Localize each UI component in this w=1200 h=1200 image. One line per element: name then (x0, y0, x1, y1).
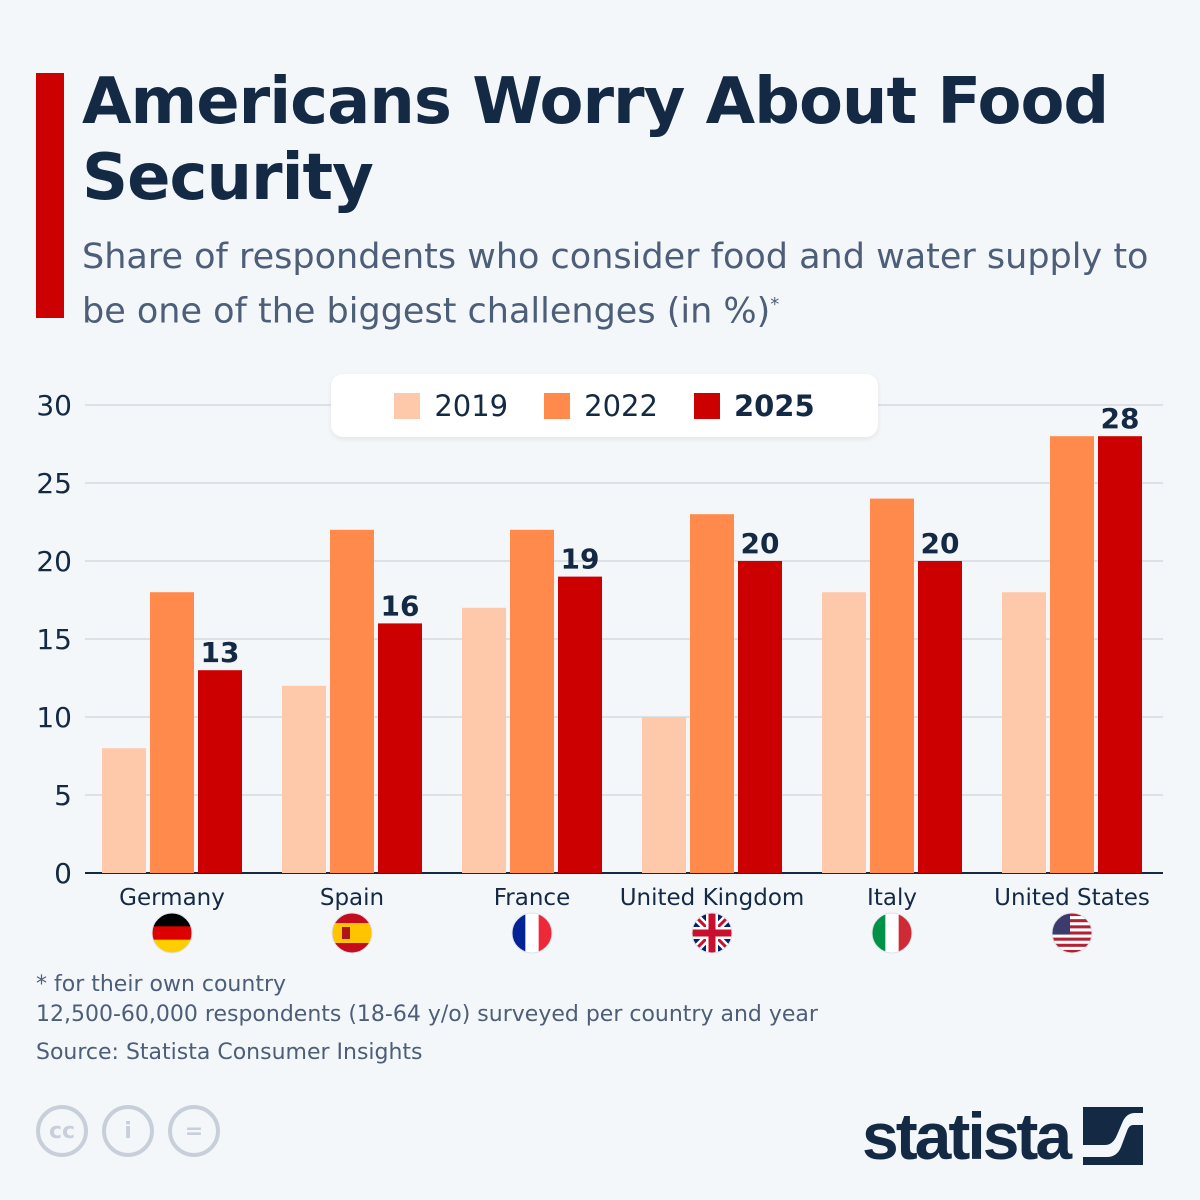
bar-2019 (822, 592, 866, 873)
legend-swatch (394, 392, 421, 419)
data-label: 19 (561, 543, 600, 576)
bar-2022 (150, 592, 194, 873)
bar-2022 (690, 514, 734, 873)
title-accent-bar (36, 73, 64, 318)
footnote-mark: * (770, 294, 780, 315)
bar-2025 (918, 561, 962, 873)
x-tick-label: Spain (320, 885, 384, 911)
y-tick-label: 15 (36, 623, 72, 656)
bar-2022 (1050, 436, 1094, 873)
legend-swatch (544, 392, 571, 419)
germany-flag-icon (152, 913, 192, 953)
data-label: 20 (741, 527, 780, 560)
bar-2019 (282, 685, 326, 873)
data-label: 28 (1101, 402, 1140, 435)
data-label: 13 (201, 636, 240, 669)
y-tick-label: 20 (36, 545, 72, 578)
statista-logo-icon (1083, 1107, 1144, 1165)
bar-2019 (102, 748, 146, 873)
legend-item-2022: 2022 (544, 389, 658, 423)
data-label: 20 (921, 527, 960, 560)
flag-border (1051, 912, 1093, 954)
y-tick-label: 0 (54, 857, 72, 890)
bar-2019 (1002, 592, 1046, 873)
attribution-icon[interactable]: i (102, 1105, 154, 1157)
y-tick-label: 25 (36, 467, 72, 500)
page-title: Americans Worry About Food Security (82, 65, 1109, 215)
license-icons[interactable]: cc i = (36, 1105, 220, 1157)
bar-2022 (870, 498, 914, 873)
x-tick-label: Germany (119, 885, 225, 911)
x-tick-label: France (494, 885, 570, 911)
bar-chart: 05101520253013Germany16Spain19France20Un… (36, 389, 1163, 954)
bar-2025 (378, 623, 422, 873)
x-tick-label: United States (994, 885, 1150, 911)
bar-2025 (1098, 436, 1142, 873)
legend: 2019 2022 2025 (331, 374, 878, 437)
bar-2022 (330, 529, 374, 873)
legend-label: 2019 (434, 388, 509, 423)
uk-flag-icon (692, 913, 732, 953)
spain-flag-icon (332, 913, 372, 953)
subtitle-text: Share of respondents who consider food a… (82, 237, 1149, 332)
flag-border (331, 912, 373, 954)
legend-item-2025: 2025 (693, 388, 815, 423)
y-tick-label: 30 (36, 389, 72, 422)
bar-2022 (510, 529, 554, 873)
legend-label: 2025 (733, 388, 815, 423)
footnote: * for their own country (36, 972, 287, 997)
y-tick-label: 10 (36, 701, 72, 734)
flag-border (691, 912, 733, 954)
bar-2025 (558, 576, 602, 873)
subtitle: Share of respondents who consider food a… (82, 233, 1182, 336)
bar-2025 (738, 561, 782, 873)
notes: * for their own country 12,500-60,000 re… (36, 970, 818, 1068)
italy-flag-icon (872, 913, 912, 953)
flag-border (871, 912, 913, 954)
legend-item-2019: 2019 (394, 389, 508, 423)
source: Source: Statista Consumer Insights (36, 1040, 423, 1065)
y-tick-label: 5 (54, 779, 72, 812)
legend-label: 2022 (584, 388, 658, 423)
x-tick-label: Italy (867, 885, 917, 911)
sample-note: 12,500-60,000 respondents (18-64 y/o) su… (36, 1002, 818, 1027)
x-tick-label: United Kingdom (620, 885, 805, 911)
france-flag-icon (512, 913, 552, 953)
bar-2019 (642, 717, 686, 873)
flag-border (511, 912, 553, 954)
cc-icon[interactable]: cc (36, 1105, 88, 1157)
legend-swatch (693, 392, 720, 419)
bar-2025 (198, 670, 242, 873)
bar-2019 (462, 607, 506, 873)
flag-border (151, 912, 193, 954)
statista-logo[interactable]: statista (862, 1098, 1144, 1174)
no-derivatives-icon[interactable]: = (168, 1105, 220, 1157)
data-label: 16 (381, 589, 420, 622)
logo-text: statista (862, 1099, 1072, 1173)
